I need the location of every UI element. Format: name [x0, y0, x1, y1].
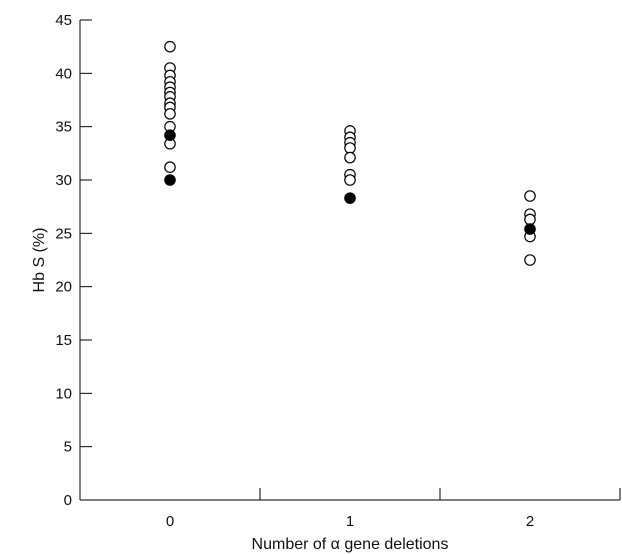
y-tick-label: 0: [64, 492, 72, 509]
x-tick-label: 1: [346, 513, 354, 530]
open-data-point: [344, 174, 356, 186]
filled-data-point: [344, 192, 356, 204]
y-tick-label: 40: [55, 65, 72, 82]
y-tick-label: 5: [64, 439, 72, 456]
filled-data-point: [524, 223, 536, 235]
data-points: [164, 40, 536, 266]
open-data-point: [524, 254, 536, 266]
y-tick-label: 10: [55, 385, 72, 402]
y-tick-label: 35: [55, 119, 72, 136]
y-axis-title: Hb S (%): [31, 228, 48, 293]
y-tick-label: 15: [55, 332, 72, 349]
x-tick-label: 2: [526, 513, 534, 530]
axes: [79, 20, 620, 501]
open-data-point: [344, 142, 356, 154]
open-data-point: [164, 108, 176, 120]
filled-data-point: [164, 174, 176, 186]
y-axis-ticks: 0 5 10 15 20 25 30 35 40 45: [55, 12, 92, 509]
open-data-point: [524, 190, 536, 202]
open-data-point: [524, 213, 536, 226]
y-tick-label: 25: [55, 225, 72, 242]
x-axis-title: Number of α gene deletions: [252, 536, 449, 553]
y-tick-label: 20: [55, 279, 72, 296]
open-data-point: [344, 151, 356, 164]
filled-data-point: [164, 129, 176, 141]
y-tick-label: 45: [55, 12, 72, 29]
x-axis-ticks: 0 1 2: [166, 488, 621, 530]
y-tick-label: 30: [55, 172, 72, 189]
open-data-point: [164, 161, 176, 173]
x-tick-label: 0: [166, 513, 174, 530]
open-data-point: [164, 40, 176, 53]
